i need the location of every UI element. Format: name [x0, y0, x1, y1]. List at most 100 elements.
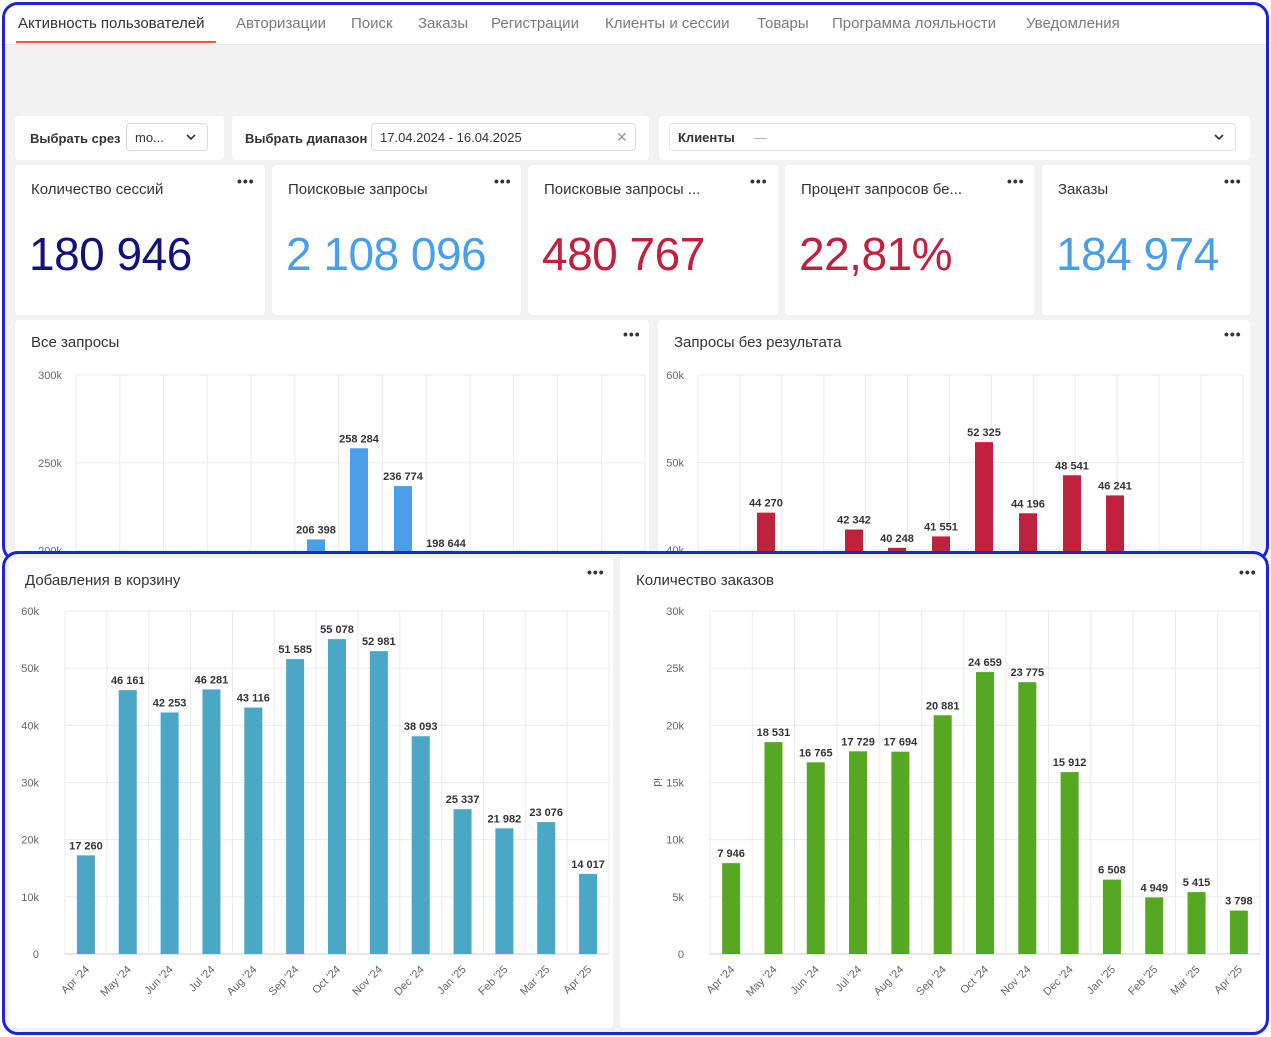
- x-tick-label: Feb '25: [1126, 964, 1160, 998]
- x-tick-label: Feb '25: [476, 964, 510, 998]
- data-label: 14 017: [571, 859, 605, 871]
- more-options-icon[interactable]: •••: [1224, 173, 1242, 189]
- bar: [1229, 910, 1248, 954]
- slice-filter: Выбрать срез mo...: [15, 116, 224, 160]
- more-options-icon[interactable]: •••: [494, 173, 512, 189]
- kpi-card-sessions: Количество сессий ••• 180 946: [15, 165, 265, 315]
- bar: [1102, 879, 1121, 954]
- data-label: 17 260: [69, 840, 103, 852]
- y-tick-label: 40k: [21, 720, 39, 732]
- x-tick-label: Jan '25: [1085, 964, 1118, 997]
- tab-user-activity[interactable]: Активность пользователей: [18, 15, 205, 32]
- kpi-value: 184 974: [1056, 228, 1219, 280]
- tab-clients-sessions[interactable]: Клиенты и сессии: [605, 15, 730, 32]
- y-tick-label: 50k: [666, 458, 684, 470]
- y-tick-label: 20k: [666, 720, 684, 732]
- y-tick-label: 10k: [21, 892, 39, 904]
- kpi-value: 480 767: [542, 228, 705, 280]
- x-tick-label: Aug '24: [225, 964, 260, 999]
- data-label: 4 949: [1140, 882, 1168, 894]
- kpi-title: Поисковые запросы ...: [544, 181, 701, 198]
- tab-products[interactable]: Товары: [757, 15, 809, 32]
- data-label: 46 161: [111, 675, 145, 687]
- tab-authorizations[interactable]: Авторизации: [236, 15, 326, 32]
- x-tick-label: Apr '24: [704, 964, 737, 997]
- data-label: 17 729: [841, 736, 875, 748]
- more-options-icon[interactable]: •••: [1239, 564, 1257, 580]
- data-label: 5 415: [1183, 877, 1211, 889]
- y-tick-label: 25k: [666, 663, 684, 675]
- bar: [453, 809, 472, 954]
- data-label: 40 248: [880, 533, 914, 545]
- tab-loyalty-program[interactable]: Программа лояльности: [832, 15, 997, 32]
- chart-title: Запросы без результата: [674, 334, 842, 351]
- y-tick-label: 60k: [21, 606, 39, 618]
- data-label: 198 644: [426, 538, 467, 550]
- clients-select-label: Клиенты: [678, 130, 735, 145]
- bar: [891, 751, 910, 954]
- y-axis-label: id: [651, 778, 663, 787]
- date-range-input[interactable]: 17.04.2024 - 16.04.2025 ✕: [371, 123, 636, 151]
- kpi-value: 180 946: [29, 228, 192, 280]
- bar: [757, 512, 775, 559]
- clients-select[interactable]: Клиенты —: [669, 123, 1236, 151]
- y-tick-label: 300k: [38, 370, 62, 382]
- x-tick-label: Mar '25: [518, 964, 552, 998]
- bar: [286, 659, 305, 954]
- bar: [764, 742, 783, 954]
- x-tick-label: Jun '24: [789, 964, 822, 997]
- tab-notifications[interactable]: Уведомления: [1026, 15, 1120, 32]
- x-tick-label: Apr '25: [1212, 964, 1245, 997]
- bar: [495, 828, 514, 954]
- data-label: 44 196: [1011, 498, 1045, 510]
- data-label: 42 253: [153, 697, 187, 709]
- chart-title: Все запросы: [31, 334, 120, 351]
- more-options-icon[interactable]: •••: [237, 173, 255, 189]
- data-label: 3 798: [1225, 896, 1253, 908]
- x-tick-label: Apr '24: [59, 964, 92, 997]
- more-options-icon[interactable]: •••: [587, 564, 605, 580]
- kpi-title: Количество сессий: [31, 181, 164, 198]
- x-tick-label: Jan '25: [435, 964, 468, 997]
- data-label: 55 078: [320, 624, 354, 636]
- kpi-card-search-queries: Поисковые запросы ••• 2 108 096: [272, 165, 521, 315]
- bar: [160, 712, 179, 954]
- bar: [350, 448, 368, 559]
- data-label: 46 241: [1098, 480, 1132, 492]
- chart-card-order-count: Количество заказов ••• 0 5k 10k 15k 20k 25k 30…: [620, 558, 1265, 1028]
- slice-select[interactable]: mo...: [126, 123, 208, 151]
- more-options-icon[interactable]: •••: [1224, 326, 1242, 342]
- more-options-icon[interactable]: •••: [623, 326, 641, 342]
- y-tick-label: 0: [678, 949, 684, 961]
- data-label: 43 116: [237, 693, 270, 705]
- bar: [806, 762, 825, 954]
- data-label: 38 093: [404, 721, 438, 733]
- data-label: 17 694: [884, 737, 919, 749]
- data-label: 46 281: [195, 674, 229, 686]
- clear-icon[interactable]: ✕: [616, 129, 628, 145]
- x-tick-label: Jun '24: [142, 964, 175, 997]
- range-filter-label: Выбрать диапазон: [245, 131, 368, 146]
- bar: [1106, 495, 1124, 559]
- bar: [722, 863, 741, 954]
- data-label: 24 659: [968, 657, 1002, 669]
- tab-orders[interactable]: Заказы: [418, 15, 469, 32]
- x-tick-label: Sep '24: [267, 964, 302, 999]
- data-label: 52 325: [967, 427, 1001, 439]
- x-tick-label: Jul '24: [833, 964, 864, 995]
- bar: [328, 639, 346, 954]
- data-label: 23 775: [1010, 667, 1044, 679]
- data-label: 15 912: [1053, 757, 1087, 769]
- bar-chart-all-queries: 300k250k200k150k189 070170 703191 673190…: [38, 370, 646, 559]
- x-tick-label: May '24: [98, 964, 133, 999]
- data-label: 48 541: [1055, 460, 1089, 472]
- more-options-icon[interactable]: •••: [750, 173, 768, 189]
- bar: [369, 651, 388, 954]
- tab-search[interactable]: Поиск: [351, 15, 393, 32]
- tab-registrations[interactable]: Регистрации: [491, 15, 579, 32]
- y-tick-label: 250k: [38, 458, 62, 470]
- kpi-card-no-result-percent: Процент запросов бе... ••• 22,81%: [785, 165, 1034, 315]
- bar: [76, 855, 95, 954]
- more-options-icon[interactable]: •••: [1007, 173, 1025, 189]
